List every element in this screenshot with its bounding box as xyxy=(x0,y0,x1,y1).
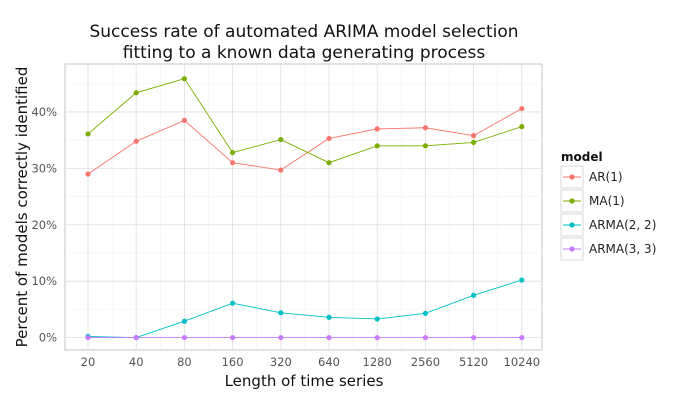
data-point xyxy=(230,300,236,306)
data-point xyxy=(422,143,428,149)
legend-key-point xyxy=(569,198,575,204)
y-axis-title: Percent of models correctly identified xyxy=(13,67,31,348)
data-point xyxy=(85,334,91,341)
data-point xyxy=(85,171,91,177)
data-point xyxy=(278,334,284,341)
data-point xyxy=(181,76,187,82)
x-axis-ticks: 20 40 80 160 320 640 1280 2560 5120 10240 xyxy=(81,355,540,369)
series-line xyxy=(87,78,522,164)
legend-key-point xyxy=(569,222,575,228)
data-point xyxy=(374,316,380,322)
legend-label: ARMA(2, 2) xyxy=(589,218,656,232)
series-arma-3-3 xyxy=(85,334,525,341)
y-tick-label: 10% xyxy=(31,274,57,288)
legend-items: AR(1) MA(1) ARMA(2, 2) ARMA(3, 3) xyxy=(560,165,656,261)
data-point xyxy=(374,126,380,132)
data-point xyxy=(230,160,236,166)
data-point xyxy=(519,105,525,112)
x-tick-label: 2560 xyxy=(411,355,440,369)
legend-label: MA(1) xyxy=(589,194,625,208)
chart-title: Success rate of automated ARIMA model se… xyxy=(89,22,518,63)
series-line xyxy=(87,108,523,175)
data-point xyxy=(133,334,139,341)
legend: model AR(1) MA(1) ARMA(2, 2) ARMA(3, 3) xyxy=(560,150,656,261)
data-point xyxy=(326,135,332,142)
series-layer xyxy=(85,76,525,341)
y-tick-label: 40% xyxy=(31,105,57,119)
x-tick-label: 10240 xyxy=(504,355,541,369)
legend-item: ARMA(3, 3) xyxy=(560,237,656,261)
data-point xyxy=(278,167,284,173)
legend-item: MA(1) xyxy=(560,189,625,213)
y-axis-ticks: 0% 10% 20% 30% 40% xyxy=(31,105,57,345)
x-tick-label: 80 xyxy=(177,355,192,369)
data-point xyxy=(181,318,187,324)
data-point xyxy=(85,131,91,137)
data-point xyxy=(181,334,187,341)
data-point xyxy=(326,334,332,341)
x-tick-label: 40 xyxy=(129,355,144,369)
data-point xyxy=(278,136,284,143)
x-tick-label: 640 xyxy=(318,355,340,369)
x-tick-label: 160 xyxy=(222,355,244,369)
y-tick-label: 20% xyxy=(31,218,57,232)
legend-item: ARMA(2, 2) xyxy=(560,213,656,237)
data-point xyxy=(519,334,525,341)
data-point xyxy=(230,334,236,341)
series-ma-1 xyxy=(85,76,525,166)
legend-key-point xyxy=(569,174,575,180)
data-point xyxy=(422,334,428,341)
data-point xyxy=(133,138,139,144)
legend-key-point xyxy=(569,246,575,252)
data-point xyxy=(422,125,428,131)
chart-title-line-2: fitting to a known data generating proce… xyxy=(123,43,486,63)
x-tick-label: 320 xyxy=(270,355,292,369)
major-gridlines xyxy=(65,64,542,350)
x-tick-label: 20 xyxy=(81,355,96,369)
data-point xyxy=(519,277,525,283)
legend-item: AR(1) xyxy=(560,165,623,189)
data-point xyxy=(519,124,525,130)
data-point xyxy=(422,310,428,316)
data-point xyxy=(326,160,332,166)
legend-title: model xyxy=(561,150,603,164)
data-point xyxy=(230,149,236,156)
series-ar-1 xyxy=(85,105,525,177)
chart-title-line-1: Success rate of automated ARIMA model se… xyxy=(89,22,518,42)
data-point xyxy=(133,90,139,96)
x-tick-label: 1280 xyxy=(363,355,392,369)
legend-label: AR(1) xyxy=(589,170,623,184)
series-line xyxy=(87,279,522,339)
y-tick-label: 30% xyxy=(31,161,57,175)
data-point xyxy=(471,133,477,139)
legend-label: ARMA(3, 3) xyxy=(589,242,656,256)
data-point xyxy=(471,334,477,341)
y-tick-label: 0% xyxy=(39,331,57,345)
data-point xyxy=(181,117,187,124)
data-point xyxy=(374,334,380,341)
data-point xyxy=(278,310,284,316)
data-point xyxy=(374,143,380,149)
data-point xyxy=(471,139,477,146)
data-point xyxy=(471,292,477,298)
x-tick-label: 5120 xyxy=(459,355,488,369)
x-axis-title: Length of time series xyxy=(225,372,384,390)
data-point xyxy=(326,314,332,320)
